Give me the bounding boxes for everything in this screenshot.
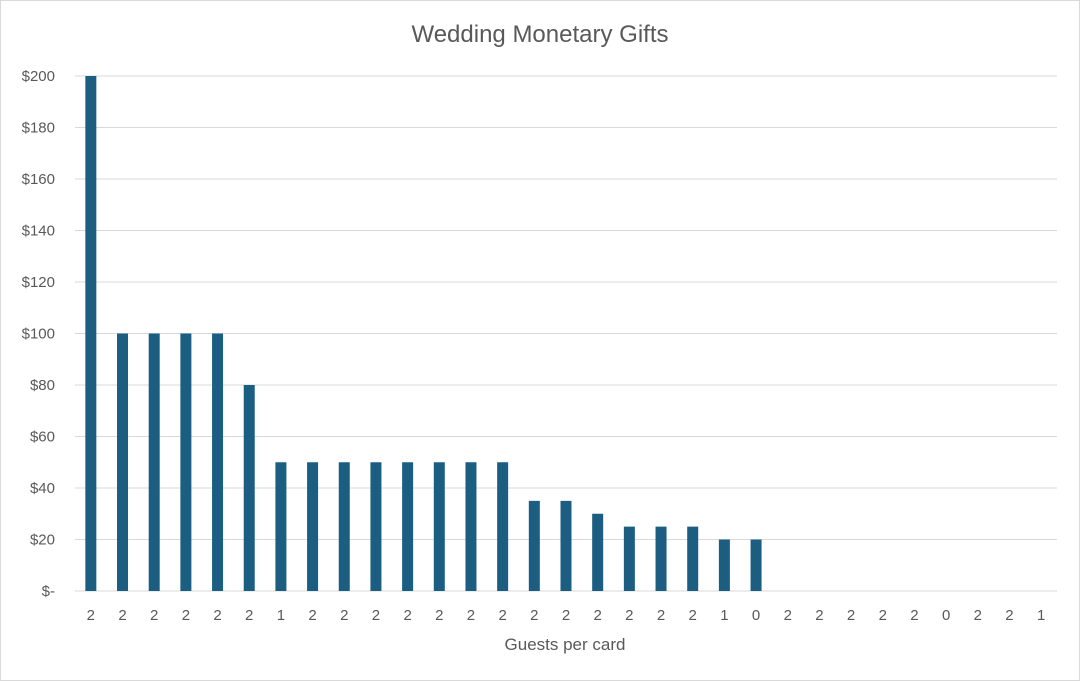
x-tick-label: 2 <box>498 607 506 624</box>
x-tick-label: 2 <box>689 607 697 624</box>
x-tick-label: 2 <box>118 607 126 624</box>
x-tick-label: 2 <box>245 607 253 624</box>
x-tick-label: 2 <box>213 607 221 624</box>
bar <box>275 462 287 591</box>
bar <box>623 526 635 591</box>
x-tick-label: 2 <box>403 607 411 624</box>
bar <box>212 333 224 591</box>
x-tick-label: 1 <box>277 607 285 624</box>
x-tick-label: 2 <box>308 607 316 624</box>
x-tick-label: 2 <box>182 607 190 624</box>
x-tick-label: 1 <box>1037 607 1045 624</box>
y-tick-label: $120 <box>22 274 55 291</box>
y-axis-ticks: $- $20 $40 $60 $80 $100 $120 $140 $160 $180 $200 <box>22 68 55 600</box>
x-tick-label: 2 <box>879 607 887 624</box>
bar <box>117 333 129 591</box>
bar <box>718 539 730 591</box>
bar <box>655 526 667 591</box>
y-tick-label: $100 <box>22 326 55 343</box>
x-tick-label: 2 <box>435 607 443 624</box>
bar <box>180 333 192 591</box>
bar <box>85 76 97 591</box>
x-tick-label: 1 <box>720 607 728 624</box>
x-tick-label: 0 <box>752 607 760 624</box>
x-tick-label: 2 <box>784 607 792 624</box>
y-tick-label: $200 <box>22 68 55 85</box>
bar <box>433 462 445 591</box>
x-tick-label: 2 <box>1005 607 1013 624</box>
x-tick-label: 2 <box>974 607 982 624</box>
x-tick-label: 2 <box>340 607 348 624</box>
bar <box>402 462 414 591</box>
y-tick-label: $160 <box>22 171 55 188</box>
x-tick-label: 2 <box>150 607 158 624</box>
x-axis-ticks: 2 2 2 2 2 2 1 2 2 2 2 2 2 2 2 2 2 2 2 2 1 0 2 2 2 2 2 0 2 2 1 <box>87 607 1046 624</box>
x-tick-label: 2 <box>594 607 602 624</box>
chart-title: Wedding Monetary Gifts <box>411 21 668 48</box>
x-tick-label: 2 <box>87 607 95 624</box>
x-tick-label: 2 <box>910 607 918 624</box>
x-tick-label: 2 <box>372 607 380 624</box>
bar <box>592 513 604 591</box>
y-tick-label: $180 <box>22 120 55 137</box>
x-tick-label: 2 <box>562 607 570 624</box>
x-tick-label: 2 <box>815 607 823 624</box>
y-tick-label: $140 <box>22 223 55 240</box>
bars <box>85 76 762 591</box>
bar <box>465 462 477 591</box>
x-tick-label: 0 <box>942 607 950 624</box>
y-tick-label: $40 <box>30 480 55 497</box>
y-tick-label: $- <box>42 583 55 600</box>
x-tick-label: 2 <box>625 607 633 624</box>
x-tick-label: 2 <box>530 607 538 624</box>
bar <box>307 462 319 591</box>
y-tick-label: $80 <box>30 377 55 394</box>
y-tick-label: $20 <box>30 532 55 549</box>
bar <box>338 462 350 591</box>
bar <box>528 500 540 591</box>
bar <box>687 526 699 591</box>
bar <box>370 462 382 591</box>
x-tick-label: 2 <box>847 607 855 624</box>
y-tick-label: $60 <box>30 429 55 446</box>
bar <box>560 500 572 591</box>
bar <box>148 333 160 591</box>
bar <box>497 462 509 591</box>
gridlines <box>75 75 1057 592</box>
x-tick-label: 2 <box>657 607 665 624</box>
x-tick-label: 2 <box>467 607 475 624</box>
x-axis-label: Guests per card <box>505 635 626 654</box>
bar <box>243 385 255 591</box>
bar <box>750 539 762 591</box>
